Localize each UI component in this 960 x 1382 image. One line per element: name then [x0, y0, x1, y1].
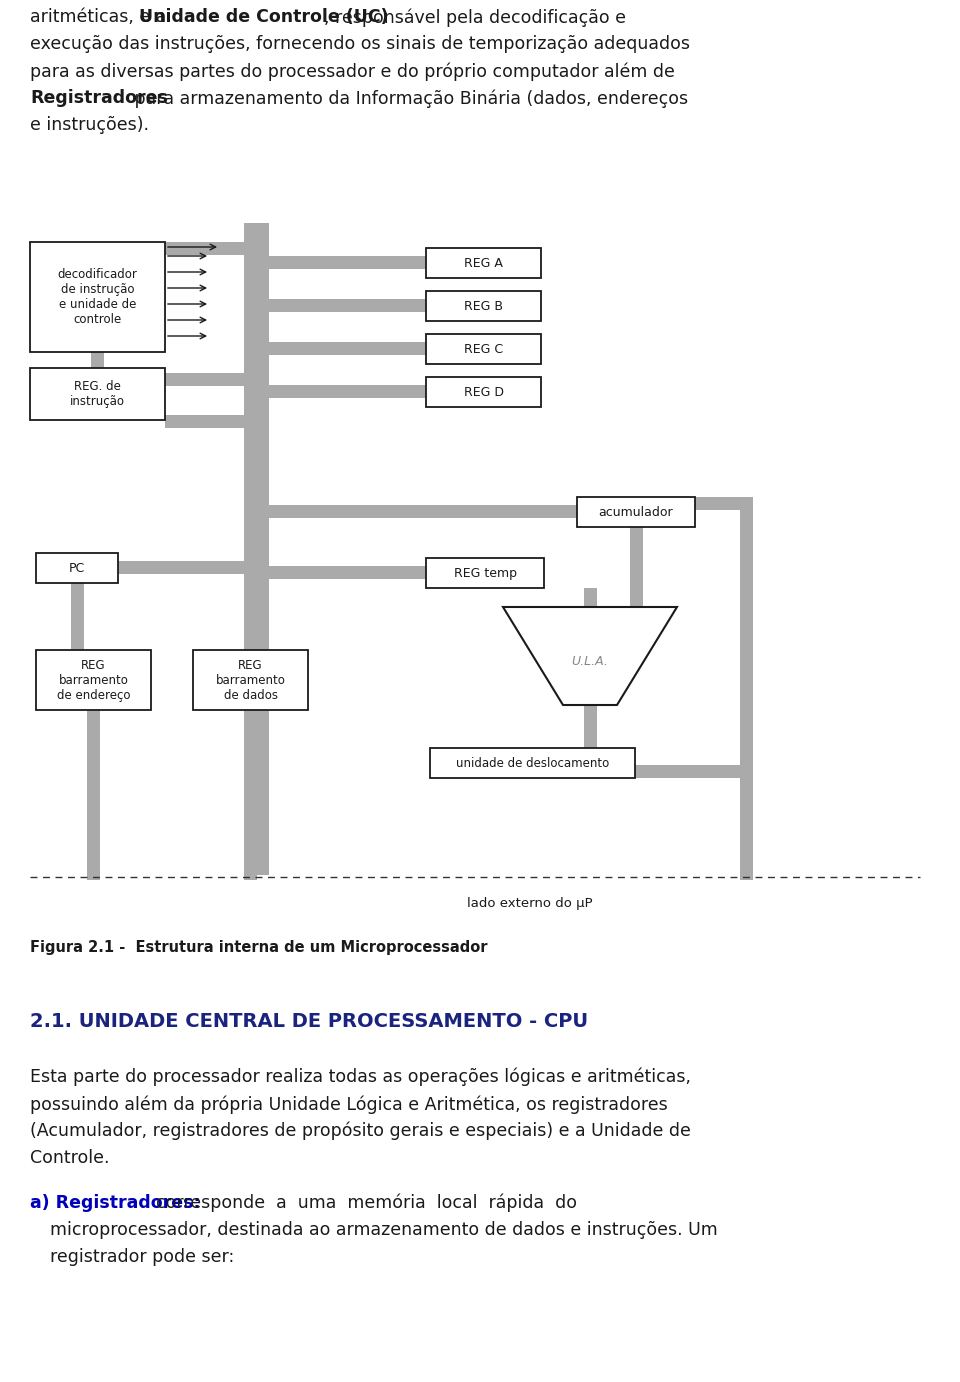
- Bar: [165, 373, 256, 386]
- Text: Figura 2.1 -  Estrutura interna de um Microprocessador: Figura 2.1 - Estrutura interna de um Mic…: [30, 940, 488, 955]
- Bar: [268, 299, 426, 312]
- Text: REG C: REG C: [464, 343, 503, 355]
- Text: unidade de deslocamento: unidade de deslocamento: [456, 756, 610, 770]
- Bar: [426, 334, 541, 363]
- Text: Registradores: Registradores: [30, 88, 168, 106]
- Bar: [584, 587, 597, 607]
- Bar: [91, 352, 104, 368]
- Text: para as diversas partes do processador e do próprio computador além de: para as diversas partes do processador e…: [30, 62, 675, 80]
- Text: registrador pode ser:: registrador pode ser:: [50, 1248, 234, 1266]
- Text: , responsável pela decodificação e: , responsável pela decodificação e: [324, 8, 626, 26]
- Text: REG D: REG D: [464, 386, 503, 398]
- Text: REG A: REG A: [464, 257, 503, 269]
- Bar: [268, 341, 426, 355]
- Text: (Acumulador, registradores de propósito gerais e especiais) e a Unidade de: (Acumulador, registradores de propósito …: [30, 1122, 691, 1140]
- Text: REG
barramento
de endereço: REG barramento de endereço: [57, 658, 131, 702]
- Bar: [268, 567, 426, 579]
- Bar: [426, 377, 541, 408]
- Bar: [256, 223, 269, 875]
- Text: possuindo além da própria Unidade Lógica e Aritmética, os registradores: possuindo além da própria Unidade Lógica…: [30, 1095, 668, 1114]
- Bar: [30, 368, 165, 420]
- Bar: [193, 650, 308, 710]
- Bar: [36, 650, 151, 710]
- Bar: [740, 778, 753, 880]
- Bar: [165, 242, 256, 256]
- Text: a) Registradores:: a) Registradores:: [30, 1194, 201, 1212]
- Bar: [87, 710, 100, 880]
- Text: decodificador
de instrução
e unidade de
controle: decodificador de instrução e unidade de …: [58, 268, 137, 326]
- Bar: [635, 766, 753, 778]
- Text: REG B: REG B: [464, 300, 503, 312]
- Text: aritméticas, e a: aritméticas, e a: [30, 8, 172, 26]
- Bar: [430, 748, 635, 778]
- Bar: [584, 705, 597, 748]
- Text: REG temp: REG temp: [453, 567, 516, 579]
- Bar: [740, 498, 753, 778]
- Bar: [426, 558, 544, 587]
- Bar: [426, 292, 541, 321]
- Text: Unidade de Controle (UC): Unidade de Controle (UC): [139, 8, 389, 26]
- Bar: [118, 561, 256, 574]
- Bar: [244, 223, 257, 650]
- Text: e instruções).: e instruções).: [30, 116, 149, 134]
- Bar: [577, 498, 695, 527]
- Text: Esta parte do processador realiza todas as operações lógicas e aritméticas,: Esta parte do processador realiza todas …: [30, 1068, 691, 1086]
- Text: lado externo do μP: lado externo do μP: [468, 897, 593, 909]
- Bar: [426, 247, 541, 278]
- Bar: [244, 710, 257, 880]
- Text: REG
barramento
de dados: REG barramento de dados: [216, 658, 285, 702]
- Bar: [630, 527, 643, 607]
- Bar: [165, 415, 256, 428]
- Text: corresponde  a  uma  memória  local  rápida  do: corresponde a uma memória local rápida d…: [145, 1194, 577, 1212]
- Text: 2.1. UNIDADE CENTRAL DE PROCESSAMENTO - CPU: 2.1. UNIDADE CENTRAL DE PROCESSAMENTO - …: [30, 1012, 588, 1031]
- Bar: [268, 386, 426, 398]
- Bar: [268, 256, 426, 269]
- Text: REG. de
instrução: REG. de instrução: [70, 380, 125, 408]
- Bar: [36, 553, 118, 583]
- Text: U.L.A.: U.L.A.: [571, 655, 609, 668]
- Bar: [71, 583, 84, 650]
- Bar: [30, 242, 165, 352]
- Polygon shape: [503, 607, 677, 705]
- Text: para armazenamento da Informação Binária (dados, endereços: para armazenamento da Informação Binária…: [129, 88, 688, 108]
- Text: microprocessador, destinada ao armazenamento de dados e instruções. Um: microprocessador, destinada ao armazenam…: [50, 1222, 718, 1240]
- Text: PC: PC: [69, 561, 85, 575]
- Text: Controle.: Controle.: [30, 1148, 109, 1166]
- Bar: [268, 504, 577, 518]
- Text: execução das instruções, fornecendo os sinais de temporização adequados: execução das instruções, fornecendo os s…: [30, 35, 690, 53]
- Bar: [695, 498, 753, 510]
- Text: acumulador: acumulador: [599, 506, 673, 518]
